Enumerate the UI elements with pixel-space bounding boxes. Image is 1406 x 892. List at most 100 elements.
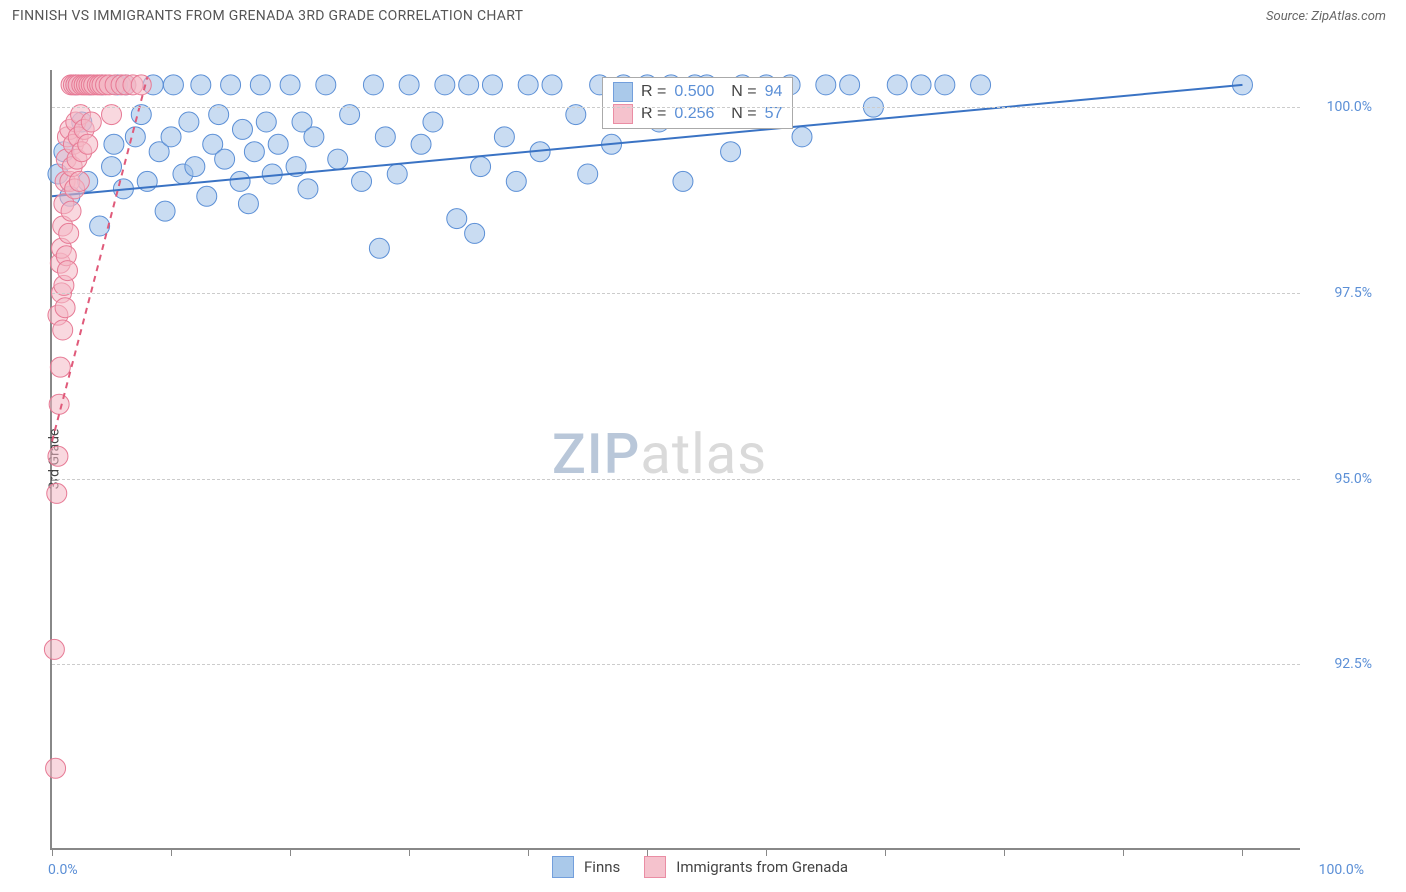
x-tick bbox=[528, 848, 529, 856]
data-point bbox=[328, 149, 348, 169]
data-point bbox=[46, 758, 66, 778]
data-point bbox=[163, 75, 183, 95]
data-point bbox=[47, 483, 67, 503]
gridline bbox=[52, 479, 1300, 480]
data-point bbox=[197, 186, 217, 206]
y-tick-label: 100.0% bbox=[1327, 99, 1372, 115]
data-point bbox=[61, 201, 81, 221]
x-tick bbox=[409, 848, 410, 856]
data-point bbox=[238, 194, 258, 214]
data-point bbox=[53, 320, 73, 340]
data-point bbox=[250, 75, 270, 95]
data-point bbox=[792, 127, 812, 147]
data-point bbox=[506, 171, 526, 191]
gridline bbox=[52, 107, 1300, 108]
chart-title: FINNISH VS IMMIGRANTS FROM GRENADA 3RD G… bbox=[12, 8, 523, 24]
legend-r-value: 0.500 bbox=[674, 83, 714, 101]
plot-svg bbox=[52, 70, 1302, 850]
data-point bbox=[256, 112, 276, 132]
data-point bbox=[191, 75, 211, 95]
data-point bbox=[59, 223, 79, 243]
x-tick bbox=[52, 848, 53, 856]
data-point bbox=[816, 75, 836, 95]
data-point bbox=[262, 164, 282, 184]
legend-r-label: R = bbox=[641, 83, 666, 101]
data-point bbox=[971, 75, 991, 95]
data-point bbox=[179, 112, 199, 132]
series-legend: Finns Immigrants from Grenada bbox=[552, 856, 862, 878]
data-point bbox=[221, 75, 241, 95]
legend-row: R = 0.500 N = 94 bbox=[613, 82, 782, 102]
y-tick-label: 95.0% bbox=[1334, 471, 1372, 487]
legend-series-name: Finns bbox=[584, 858, 620, 876]
data-point bbox=[411, 134, 431, 154]
data-point bbox=[104, 134, 124, 154]
data-point bbox=[465, 223, 485, 243]
data-point bbox=[459, 75, 479, 95]
y-tick-label: 92.5% bbox=[1334, 656, 1372, 672]
data-point bbox=[423, 112, 443, 132]
data-point bbox=[50, 357, 70, 377]
data-point bbox=[542, 75, 562, 95]
data-point bbox=[90, 216, 110, 236]
x-tick bbox=[885, 848, 886, 856]
data-point bbox=[81, 112, 101, 132]
legend-series-name: Immigrants from Grenada bbox=[676, 858, 848, 876]
data-point bbox=[232, 119, 252, 139]
x-axis-max-label: 100.0% bbox=[1319, 862, 1364, 878]
data-point bbox=[518, 75, 538, 95]
x-tick bbox=[290, 848, 291, 856]
data-point bbox=[935, 75, 955, 95]
x-tick bbox=[766, 848, 767, 856]
data-point bbox=[435, 75, 455, 95]
data-point bbox=[840, 75, 860, 95]
data-point bbox=[57, 261, 77, 281]
data-point bbox=[369, 238, 389, 258]
plot-area: 3rd Grade ZIPatlas 0.0% 100.0% R = 0.500… bbox=[50, 70, 1300, 850]
data-point bbox=[78, 134, 98, 154]
data-point bbox=[447, 209, 467, 229]
data-point bbox=[721, 142, 741, 162]
x-tick bbox=[1123, 848, 1124, 856]
y-tick-label: 97.5% bbox=[1334, 285, 1372, 301]
x-tick bbox=[647, 848, 648, 856]
data-point bbox=[244, 142, 264, 162]
x-tick bbox=[171, 848, 172, 856]
x-tick bbox=[1242, 848, 1243, 856]
data-point bbox=[673, 171, 693, 191]
legend-n-label: N = bbox=[722, 83, 756, 101]
data-point bbox=[131, 75, 151, 95]
data-point bbox=[55, 298, 75, 318]
legend-swatch bbox=[552, 856, 574, 878]
legend-swatch bbox=[613, 82, 633, 102]
data-point bbox=[482, 75, 502, 95]
data-point bbox=[375, 127, 395, 147]
data-point bbox=[494, 127, 514, 147]
data-point bbox=[352, 171, 372, 191]
data-point bbox=[911, 75, 931, 95]
correlation-legend: R = 0.500 N = 94R = 0.256 N = 57 bbox=[602, 77, 793, 129]
gridline bbox=[52, 293, 1300, 294]
data-point bbox=[304, 127, 324, 147]
data-point bbox=[578, 164, 598, 184]
chart-source: Source: ZipAtlas.com bbox=[1266, 9, 1386, 24]
data-point bbox=[280, 75, 300, 95]
data-point bbox=[298, 179, 318, 199]
data-point bbox=[69, 171, 89, 191]
data-point bbox=[102, 157, 122, 177]
data-point bbox=[125, 127, 145, 147]
x-axis-min-label: 0.0% bbox=[48, 862, 78, 878]
data-point bbox=[215, 149, 235, 169]
chart-header: FINNISH VS IMMIGRANTS FROM GRENADA 3RD G… bbox=[0, 0, 1406, 30]
data-point bbox=[44, 639, 64, 659]
data-point bbox=[363, 75, 383, 95]
data-point bbox=[155, 201, 175, 221]
data-point bbox=[887, 75, 907, 95]
data-point bbox=[316, 75, 336, 95]
x-tick bbox=[1004, 848, 1005, 856]
data-point bbox=[48, 446, 68, 466]
data-point bbox=[161, 127, 181, 147]
data-point bbox=[471, 157, 491, 177]
data-point bbox=[399, 75, 419, 95]
gridline bbox=[52, 664, 1300, 665]
